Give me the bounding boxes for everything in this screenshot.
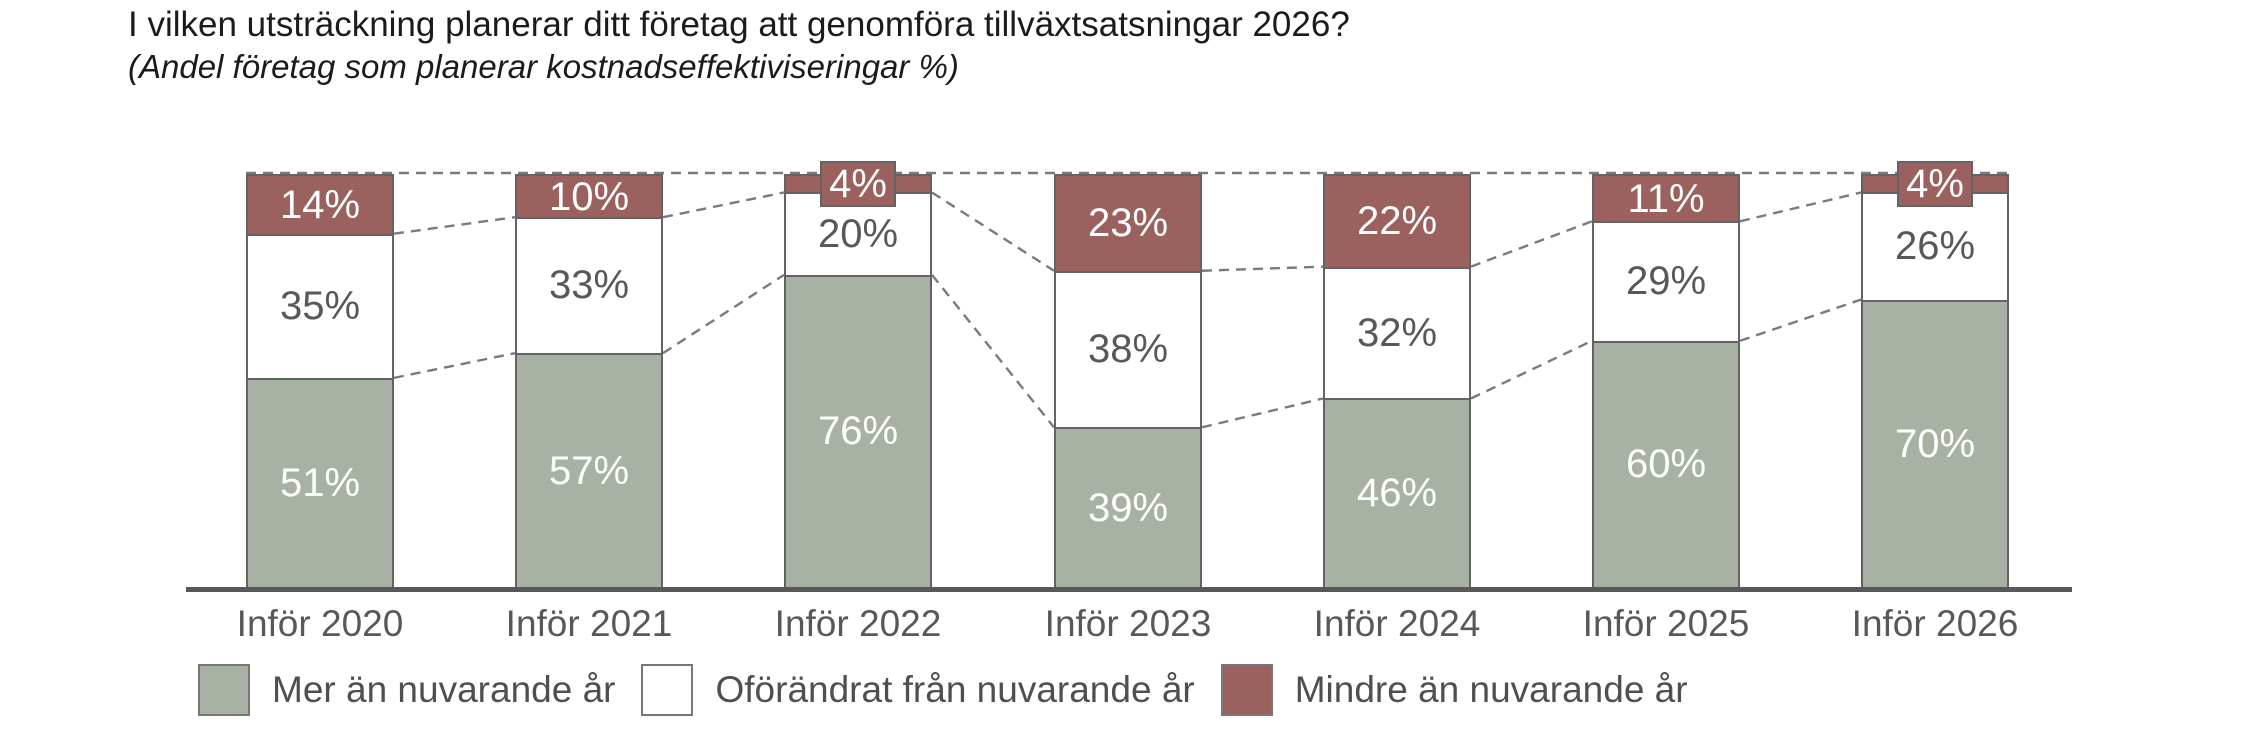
legend-swatch-icon — [641, 664, 694, 716]
value-label: 14% — [279, 182, 361, 227]
x-axis-line — [186, 587, 2072, 592]
bar-inför-2023: 23% 38% 39% — [1054, 174, 1202, 590]
segment-mindre-än-nuvarande-år — [1056, 176, 1200, 271]
x-axis-label: Inför 2024 — [1313, 603, 1481, 644]
bar-inför-2026: 4% 26% 70% — [1861, 161, 2009, 590]
value-label: 29% — [1625, 259, 1707, 304]
segment-mindre-än-nuvarande-år — [517, 176, 661, 218]
legend-label: Mindre än nuvarande år — [1294, 669, 1688, 710]
value-label: 35% — [279, 283, 361, 328]
connector-segment-boundary — [1470, 339, 1593, 400]
x-axis-label: Inför 2025 — [1582, 603, 1750, 644]
segment-oförändrat-från-nuvarande-år — [248, 233, 392, 378]
legend-item-2: Mindre än nuvarande år — [1220, 664, 1688, 716]
legend-label: Oförändrat från nuvarande år — [715, 669, 1195, 710]
value-label: 46% — [1356, 471, 1438, 516]
segment-mer-än-nuvarande-år — [1594, 340, 1738, 588]
bar-inför-2021: 10% 33% 57% — [515, 174, 663, 590]
connector-segment-boundary — [662, 273, 785, 355]
connector-segment-boundary — [393, 216, 516, 235]
value-label: 39% — [1087, 485, 1169, 530]
segment-oförändrat-från-nuvarande-år — [517, 217, 661, 354]
legend-item-1: Oförändrat från nuvarande år — [641, 664, 1195, 716]
value-label: 57% — [548, 448, 630, 493]
value-label: 32% — [1356, 310, 1438, 355]
segment-oförändrat-från-nuvarande-år — [1863, 192, 2007, 300]
value-label: 22% — [1356, 199, 1438, 244]
segment-mindre-än-nuvarande-år — [1325, 176, 1469, 267]
legend-item-0: Mer än nuvarande år — [198, 664, 615, 716]
connector-segment-boundary — [1201, 397, 1324, 429]
x-axis-label: Inför 2026 — [1851, 603, 2019, 644]
value-label: 70% — [1894, 421, 1976, 466]
value-label: 23% — [1087, 201, 1169, 246]
chart-title: I vilken utsträckning planerar ditt före… — [128, 5, 1350, 44]
chart-subtitle: (Andel företag som planerar kostnadseffe… — [128, 48, 959, 85]
bar-inför-2020: 14% 35% 51% — [246, 174, 394, 590]
value-label: 33% — [548, 263, 630, 308]
bar-inför-2024: 22% 32% 46% — [1323, 174, 1471, 590]
segment-mer-än-nuvarande-år — [248, 377, 392, 588]
legend-swatch-icon — [198, 664, 250, 716]
segment-oförändrat-från-nuvarande-år — [1056, 270, 1200, 428]
connector-segment-boundary — [393, 351, 516, 380]
bar-inför-2022: 4% 20% 76% — [784, 161, 932, 590]
segment-mindre-än-nuvarande-år — [248, 176, 392, 234]
value-label: 51% — [279, 460, 361, 505]
connector-segment-boundary — [1739, 298, 1862, 342]
segment-mer-än-nuvarande-år — [1056, 427, 1200, 588]
legend-swatch-icon — [1220, 664, 1273, 716]
connector-segment-boundary — [931, 191, 1055, 272]
connector-segment-boundary — [931, 274, 1055, 429]
segment-mer-än-nuvarande-år — [1325, 398, 1469, 588]
segment-oförändrat-från-nuvarande-år — [1594, 221, 1738, 341]
chart-legend: Mer än nuvarande år Oförändrat från nuvar… — [198, 664, 1688, 716]
value-label-callout: 4% — [1897, 161, 1973, 208]
value-label-callout: 4% — [820, 161, 896, 208]
value-label: 10% — [548, 174, 630, 219]
value-label: 38% — [1087, 327, 1169, 372]
x-axis-label: Inför 2021 — [505, 603, 673, 644]
connector-segment-boundary — [662, 191, 785, 219]
bar-inför-2025: 11% 29% 60% — [1592, 174, 1740, 590]
segment-mindre-än-nuvarande-år — [1594, 176, 1738, 222]
segment-mer-än-nuvarande-år — [517, 353, 661, 588]
x-axis-label: Inför 2023 — [1044, 603, 1212, 644]
x-axis-label: Inför 2022 — [774, 603, 942, 644]
segment-mer-än-nuvarande-år — [786, 274, 930, 588]
x-axis-label: Inför 2020 — [236, 603, 404, 644]
connector-segment-boundary — [1201, 265, 1324, 272]
segment-mer-än-nuvarande-år — [1863, 299, 2007, 588]
connector-segment-boundary — [1470, 220, 1593, 268]
value-label: 26% — [1894, 224, 1976, 269]
segment-oförändrat-från-nuvarande-år — [1325, 266, 1469, 399]
legend-label: Mer än nuvarande år — [272, 669, 616, 710]
value-label: 60% — [1625, 442, 1707, 487]
value-label: 11% — [1627, 176, 1705, 221]
value-label: 20% — [817, 211, 899, 256]
value-label: 76% — [817, 409, 899, 454]
connector-segment-boundary — [1739, 191, 1862, 223]
